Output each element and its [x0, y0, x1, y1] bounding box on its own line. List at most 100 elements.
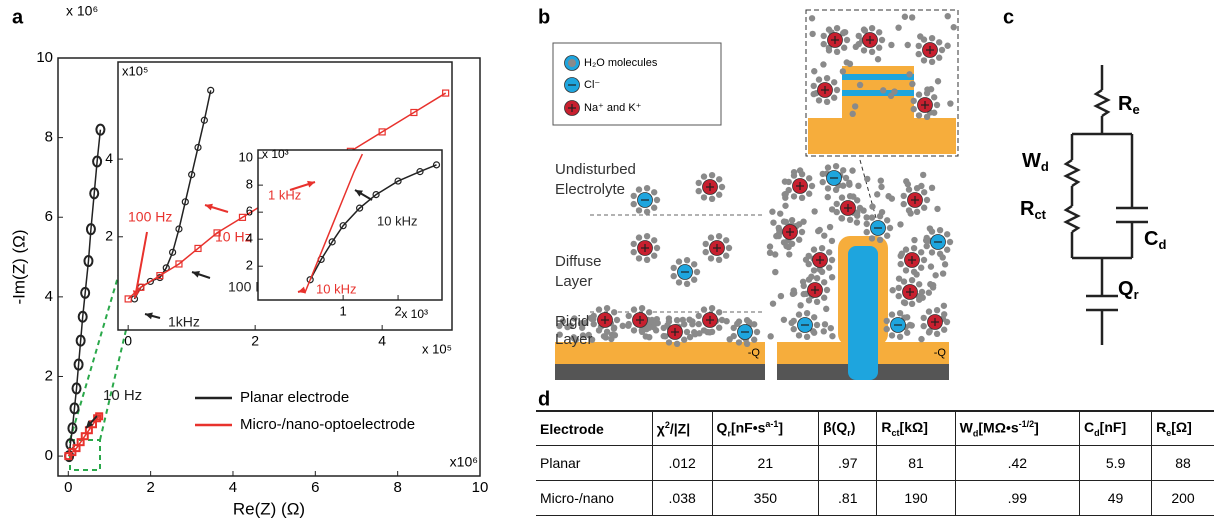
water-molecule [875, 29, 883, 36]
header-part: [kΩ] [899, 419, 928, 436]
water-molecule [923, 196, 931, 204]
y-tick-label: 4 [45, 288, 53, 305]
panel-label: d [538, 388, 550, 410]
water-molecule [630, 327, 638, 334]
water-molecule [643, 208, 651, 216]
table-cell: 350 [711, 480, 819, 517]
water-molecule [856, 81, 864, 89]
water-molecule [820, 328, 827, 335]
circuit-symbol: Q [1118, 278, 1134, 300]
layer-label: Electrolyte [555, 181, 625, 198]
water-molecule [808, 15, 816, 22]
column-header: Electrode [536, 410, 653, 447]
water-molecule [883, 325, 890, 333]
water-molecule [630, 240, 637, 248]
header-part: ct [891, 428, 900, 439]
water-molecule [670, 272, 677, 280]
water-molecule [683, 280, 691, 288]
water-molecule [888, 332, 896, 339]
point [200, 116, 208, 124]
water-molecule [918, 335, 925, 343]
water-molecule [910, 97, 917, 105]
water-molecule [933, 306, 941, 314]
y-tick-label: 8 [45, 129, 53, 146]
water-molecule [790, 172, 798, 179]
water-molecule [880, 87, 887, 94]
point [194, 143, 202, 152]
header-part: R [1156, 419, 1167, 436]
water-molecule [883, 217, 891, 224]
water-molecule [785, 186, 792, 194]
water-molecule [766, 249, 774, 257]
water-molecule [715, 324, 723, 331]
water-molecule [824, 185, 832, 192]
water-molecule [603, 304, 611, 312]
y-tick-label: 2 [45, 367, 53, 384]
water-molecule [800, 282, 807, 290]
water-molecule [903, 314, 911, 321]
water-molecule [715, 232, 723, 240]
water-molecule [874, 191, 881, 198]
water-molecule [648, 316, 656, 324]
panel-label: c [1003, 6, 1014, 28]
water-molecule [935, 54, 943, 61]
water-molecule [923, 113, 931, 121]
y-multiplier: x10⁵ [122, 63, 148, 78]
water-molecule [928, 58, 936, 66]
water-molecule [650, 237, 658, 244]
point [372, 190, 380, 199]
water-molecule [946, 238, 954, 246]
water-molecule [915, 296, 923, 303]
y-tick-label: 2 [246, 258, 253, 273]
water-molecule [810, 90, 817, 98]
water-molecule [910, 244, 918, 252]
water-molecule [660, 324, 667, 332]
y-tick-label: 4 [105, 150, 113, 166]
water-molecule [935, 39, 943, 46]
water-molecule [842, 174, 850, 182]
point [146, 277, 154, 286]
water-molecule [797, 302, 804, 309]
water-molecule [911, 236, 918, 244]
water-molecule [830, 79, 838, 86]
water-molecule [828, 206, 836, 213]
water-molecule [887, 92, 895, 100]
water-molecule [863, 214, 870, 221]
y-multiplier: x 10³ [262, 147, 289, 161]
water-molecule [650, 204, 658, 211]
water-molecule [810, 329, 818, 336]
table-cell: 5.9 [1079, 445, 1152, 482]
water-molecule [735, 339, 743, 346]
header-part: ] [778, 419, 784, 436]
water-molecule [833, 48, 841, 56]
water-molecule [816, 226, 823, 234]
water-molecule [798, 194, 806, 202]
water-molecule [700, 327, 708, 334]
x-multiplier: x 10³ [401, 307, 428, 321]
water-molecule [905, 186, 913, 193]
point [207, 86, 215, 94]
parameter-table: Electrode χ2/|Z| Qr[nF•sa-1] β(Qr) Rct[kΩ] Wd… [536, 410, 1214, 517]
water-molecule [853, 219, 861, 226]
water-molecule [825, 47, 833, 54]
water-molecule [947, 100, 954, 107]
water-molecule [840, 44, 848, 51]
circuit-subscript: e [1132, 102, 1139, 117]
water-molecule [895, 24, 902, 31]
table-row: Planar .012 21.97 81.42 5.9 88 [536, 445, 1214, 482]
water-molecule [843, 36, 851, 44]
water-molecule [828, 256, 836, 264]
water-molecule [917, 249, 925, 256]
circuit-subscript: d [1041, 159, 1049, 174]
water-molecule [790, 317, 797, 325]
water-molecule [750, 336, 758, 343]
water-molecule [708, 171, 716, 179]
point [432, 161, 441, 169]
table-cell: 49 [1079, 480, 1152, 517]
circuit-symbol: W [1022, 150, 1041, 172]
x-tick-label: 1 [340, 303, 347, 318]
water-molecule [863, 220, 870, 228]
table-cell: .81 [818, 480, 877, 517]
water-molecule [815, 76, 823, 83]
water-molecule [809, 30, 816, 38]
